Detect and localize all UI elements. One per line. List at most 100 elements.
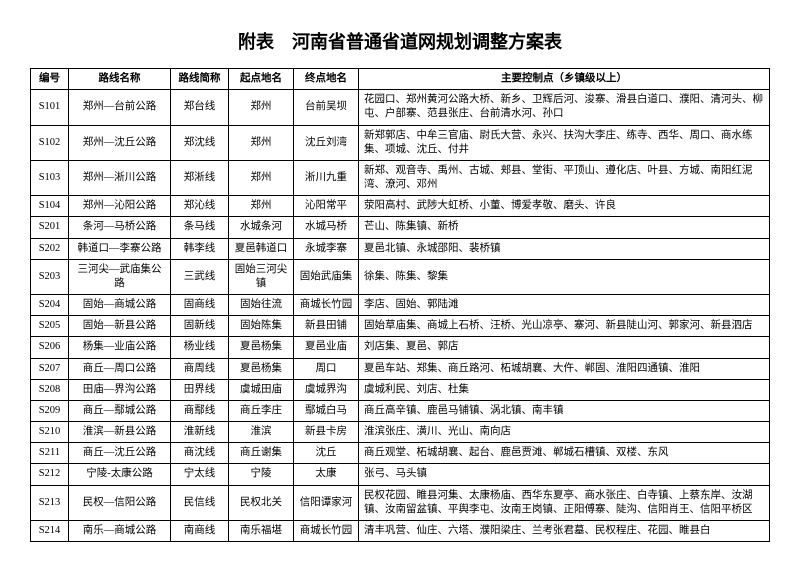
table-cell: 虞城界沟 <box>294 379 359 400</box>
col-id: 编号 <box>31 69 69 90</box>
table-cell: 郑州 <box>229 160 294 195</box>
table-cell: 水城条河 <box>229 217 294 238</box>
table-cell: 韩李线 <box>171 238 229 259</box>
table-row: S203三河尖—武庙集公路三武线固始三河尖镇固始武庙集徐集、陈集、黎集 <box>31 259 770 294</box>
table-cell: 杨集—业庙公路 <box>69 337 171 358</box>
table-cell: S203 <box>31 259 69 294</box>
table-cell: S104 <box>31 196 69 217</box>
table-cell: 郑州 <box>229 90 294 125</box>
table-cell: 台前吴坝 <box>294 90 359 125</box>
table-row: S208田庙—界沟公路田界线虞城田庙虞城界沟虞城利民、刘店、杜集 <box>31 379 770 400</box>
table-cell: 夏邑杨集 <box>229 337 294 358</box>
col-start: 起点地名 <box>229 69 294 90</box>
table-row: S201条河—马桥公路条马线水城条河水城马桥芒山、陈集镇、新桥 <box>31 217 770 238</box>
table-cell: 郑州 <box>229 196 294 217</box>
table-cell: 新县田铺 <box>294 316 359 337</box>
table-row: S207商丘—周口公路商周线夏邑杨集周口夏邑车站、郑集、商丘路河、柘城胡襄、大仵… <box>31 358 770 379</box>
table-cell: 淮新线 <box>171 422 229 443</box>
table-cell: S211 <box>31 443 69 464</box>
table-cell: 虞城田庙 <box>229 379 294 400</box>
table-cell: 沈丘 <box>294 443 359 464</box>
table-cell: 荥阳高村、武陟大虹桥、小董、博爱孝敬、磨头、许良 <box>359 196 770 217</box>
table-cell: 郑沈线 <box>171 125 229 160</box>
col-short-name: 路线简称 <box>171 69 229 90</box>
table-cell: 商丘李庄 <box>229 400 294 421</box>
table-row: S213民权—信阳公路民信线民权北关信阳谭家河民权花园、睢县河集、太康杨庙、西华… <box>31 485 770 520</box>
table-cell: 韩道口—李寨公路 <box>69 238 171 259</box>
table-header-row: 编号 路线名称 路线简称 起点地名 终点地名 主要控制点（乡镇级以上） <box>31 69 770 90</box>
table-cell: 商丘—周口公路 <box>69 358 171 379</box>
table-cell: 商丘高辛镇、鹿邑马铺镇、涡北镇、南丰镇 <box>359 400 770 421</box>
table-cell: 商丘—沈丘公路 <box>69 443 171 464</box>
table-cell: S204 <box>31 295 69 316</box>
table-cell: 周口 <box>294 358 359 379</box>
table-cell: 郑沁线 <box>171 196 229 217</box>
table-row: S210淮滨—新县公路淮新线淮滨新县卡房淮滨张庄、潢川、光山、南向店 <box>31 422 770 443</box>
table-cell: S205 <box>31 316 69 337</box>
table-cell: 固始陈集 <box>229 316 294 337</box>
table-cell: 虞城利民、刘店、杜集 <box>359 379 770 400</box>
table-cell: 固始三河尖镇 <box>229 259 294 294</box>
table-row: S205固始—新县公路固新线固始陈集新县田铺固始草庙集、商城上石桥、汪桥、光山凉… <box>31 316 770 337</box>
table-cell: 花园口、郑州黄河公路大桥、新乡、卫辉后河、浚寨、滑县白道口、濮阳、清河头、柳屯、… <box>359 90 770 125</box>
table-cell: 永城李寨 <box>294 238 359 259</box>
table-cell: S201 <box>31 217 69 238</box>
table-cell: S101 <box>31 90 69 125</box>
table-cell: 商丘谢集 <box>229 443 294 464</box>
table-cell: 李店、固始、郭陆滩 <box>359 295 770 316</box>
table-cell: 宁陵 <box>229 464 294 485</box>
table-cell: 信阳谭家河 <box>294 485 359 520</box>
table-cell: 鄢城白马 <box>294 400 359 421</box>
table-cell: 杨业线 <box>171 337 229 358</box>
table-cell: S102 <box>31 125 69 160</box>
table-cell: 固商线 <box>171 295 229 316</box>
table-cell: 沁阳常平 <box>294 196 359 217</box>
table-row: S104郑州—沁阳公路郑沁线郑州沁阳常平荥阳高村、武陟大虹桥、小董、博爱孝敬、磨… <box>31 196 770 217</box>
table-cell: 刘店集、夏邑、郭店 <box>359 337 770 358</box>
table-cell: 夏邑韩道口 <box>229 238 294 259</box>
table-cell: 条马线 <box>171 217 229 238</box>
table-cell: 固始武庙集 <box>294 259 359 294</box>
table-cell: 夏邑杨集 <box>229 358 294 379</box>
table-cell: 固新线 <box>171 316 229 337</box>
table-cell: 淮滨 <box>229 422 294 443</box>
table-cell: 民权北关 <box>229 485 294 520</box>
table-cell: 民权—信阳公路 <box>69 485 171 520</box>
table-cell: 郑淅线 <box>171 160 229 195</box>
table-cell: 郑台线 <box>171 90 229 125</box>
table-cell: S103 <box>31 160 69 195</box>
table-cell: 商丘观堂、柘城胡襄、起台、鹿邑贾滩、郸城石槽镇、双楼、东风 <box>359 443 770 464</box>
table-cell: S214 <box>31 520 69 541</box>
table-cell: 商城长竹园 <box>294 520 359 541</box>
table-cell: 淅川九重 <box>294 160 359 195</box>
table-row: S211商丘—沈丘公路商沈线商丘谢集沈丘商丘观堂、柘城胡襄、起台、鹿邑贾滩、郸城… <box>31 443 770 464</box>
table-row: S212宁陵-太康公路宁太线宁陵太康张弓、马头镇 <box>31 464 770 485</box>
table-cell: 新县卡房 <box>294 422 359 443</box>
table-cell: S212 <box>31 464 69 485</box>
table-cell: 新郑、观音寺、禹州、古城、郏县、堂街、平顶山、遵化店、叶县、方城、南阳红泥湾、潦… <box>359 160 770 195</box>
table-cell: 商鄢线 <box>171 400 229 421</box>
table-cell: 南乐福堪 <box>229 520 294 541</box>
table-cell: 张弓、马头镇 <box>359 464 770 485</box>
table-cell: 固始草庙集、商城上石桥、汪桥、光山凉亭、寨河、新县陡山河、郭家河、新县泗店 <box>359 316 770 337</box>
table-cell: 宁太线 <box>171 464 229 485</box>
table-cell: 太康 <box>294 464 359 485</box>
table-cell: 商城长竹园 <box>294 295 359 316</box>
table-cell: 芒山、陈集镇、新桥 <box>359 217 770 238</box>
table-cell: 沈丘刘湾 <box>294 125 359 160</box>
table-cell: 夏邑车站、郑集、商丘路河、柘城胡襄、大仵、郸固、淮阳四通镇、淮阳 <box>359 358 770 379</box>
page-title: 附表 河南省普通省道网规划调整方案表 <box>30 28 770 54</box>
table-body: S101郑州—台前公路郑台线郑州台前吴坝花园口、郑州黄河公路大桥、新乡、卫辉后河… <box>31 90 770 542</box>
table-cell: 徐集、陈集、黎集 <box>359 259 770 294</box>
table-cell: 民权花园、睢县河集、太康杨庙、西华东夏亭、商水张庄、白寺镇、上蔡东岸、汝湖镇、汝… <box>359 485 770 520</box>
table-cell: 固始—新县公路 <box>69 316 171 337</box>
col-route-name: 路线名称 <box>69 69 171 90</box>
table-cell: 郑州—沈丘公路 <box>69 125 171 160</box>
table-row: S103郑州—淅川公路郑淅线郑州淅川九重新郑、观音寺、禹州、古城、郏县、堂街、平… <box>31 160 770 195</box>
table-cell: 郑州—沁阳公路 <box>69 196 171 217</box>
table-cell: 固始—商城公路 <box>69 295 171 316</box>
table-cell: 淮滨—新县公路 <box>69 422 171 443</box>
table-cell: 郑州—台前公路 <box>69 90 171 125</box>
table-cell: 夏邑业庙 <box>294 337 359 358</box>
table-cell: 民信线 <box>171 485 229 520</box>
